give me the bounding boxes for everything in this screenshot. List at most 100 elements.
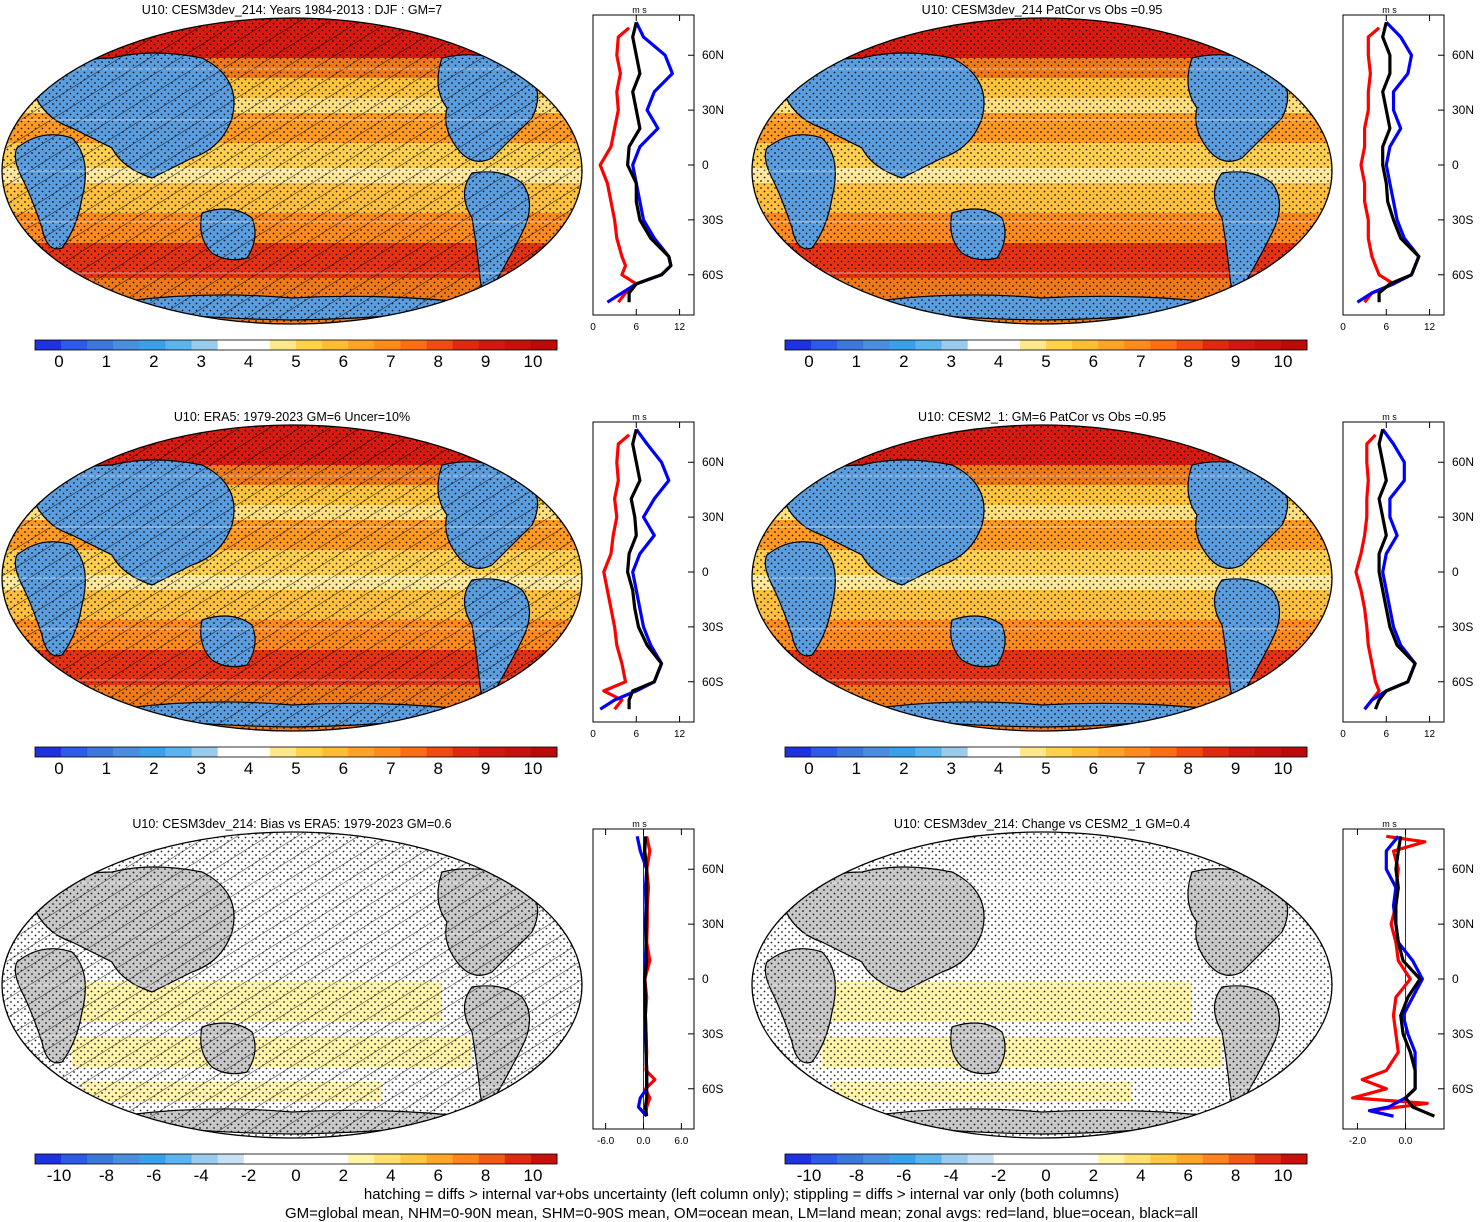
zonal-xtick-label: 0	[1340, 322, 1346, 333]
map-field	[752, 425, 1332, 731]
colorbar-swatch	[452, 1154, 480, 1164]
zonal-ytick-label: 30S	[702, 620, 723, 634]
zonal-ytick-label: 60S	[1452, 268, 1473, 282]
colorbar-swatch	[348, 1154, 375, 1164]
zonal-xtick-label: 6	[634, 729, 640, 740]
colorbar-swatch	[811, 340, 838, 350]
colorbar-swatch	[1019, 747, 1047, 757]
zonal-xtick-label: 0.0	[637, 1136, 651, 1147]
panel-title: U10: CESM3dev_214: Years 1984-2013 : DJF…	[142, 3, 443, 17]
colorbar-tick-label: 5	[291, 759, 300, 778]
zonal-xtick-label: 0	[590, 322, 596, 333]
colorbar-frame	[34, 339, 558, 351]
colorbar-swatch	[478, 747, 506, 757]
map-field	[2, 425, 582, 731]
colorbar-swatch	[1072, 1154, 1099, 1164]
zonal-xtick-label: 0	[590, 729, 596, 740]
colorbar-tick-label: -8	[99, 1166, 114, 1185]
colorbar-swatch	[191, 747, 219, 757]
colorbar-swatch	[426, 1154, 454, 1164]
colorbar-swatch	[941, 1154, 969, 1164]
panel-p2: U10: CESM3dev_214 PatCor vs Obs =0.950 1 2…	[751, 3, 1474, 371]
colorbar-swatch	[863, 340, 890, 350]
zonal-ytick-label: 30N	[702, 917, 724, 931]
colorbar-swatch	[993, 340, 1021, 350]
map-field	[2, 18, 582, 324]
map-field	[2, 832, 582, 1138]
zonal-ytick-label: 30S	[702, 213, 723, 227]
colorbar-tick-label: 4	[386, 1166, 395, 1185]
colorbar-swatch	[993, 1154, 1021, 1164]
colorbar-swatch	[863, 747, 890, 757]
colorbar-swatch	[1280, 340, 1308, 350]
colorbar-swatch	[269, 340, 297, 350]
zonal-xtick-label: -2.0	[1349, 1136, 1367, 1147]
zonal-ytick-label: 30S	[1452, 1027, 1473, 1041]
colorbar-tick-label: 8	[1183, 759, 1192, 778]
colorbar-swatch	[1150, 1154, 1177, 1164]
colorbar-swatch	[452, 340, 480, 350]
colorbar-swatch	[1019, 340, 1047, 350]
panel-title: U10: CESM3dev_214: Change vs CESM2_1 GM=…	[894, 817, 1190, 831]
colorbar-tick-label: -8	[849, 1166, 864, 1185]
colorbar-tick-label: 3	[196, 759, 205, 778]
colorbar-tick-label: 1	[102, 352, 111, 371]
zonal-ytick-label: 60N	[1452, 48, 1474, 62]
panel-title: U10: CESM3dev_214 PatCor vs Obs =0.95	[922, 3, 1163, 17]
colorbar-tick-label: 6	[1089, 352, 1098, 371]
colorbar-tick-label: 3	[196, 352, 205, 371]
zonal-ytick-label: 30S	[1452, 213, 1473, 227]
colorbar-tick-label: 6	[1183, 1166, 1192, 1185]
colorbar-frame	[34, 1153, 558, 1165]
zonal-xtick-label: 12	[674, 729, 686, 740]
colorbar-swatch	[1098, 340, 1125, 350]
colorbar-swatch	[504, 340, 532, 350]
map	[751, 424, 1333, 732]
colorbar-swatch	[243, 1154, 271, 1164]
colorbar-tick-label: 0	[1041, 1166, 1050, 1185]
zonal-series-land	[1359, 26, 1396, 304]
colorbar-tick-label: 2	[339, 1166, 348, 1185]
colorbar-swatch	[1150, 747, 1177, 757]
zonal-xtick-label: 0.0	[1399, 1136, 1413, 1147]
colorbar-swatch	[296, 747, 323, 757]
colorbar-swatch	[1254, 340, 1282, 350]
colorbar-tick-label: 8	[1183, 352, 1192, 371]
colorbar-swatch	[1046, 1154, 1073, 1164]
colorbar-swatch	[87, 340, 114, 350]
colorbar-frame	[784, 1153, 1308, 1165]
zonal-unit-label: m s	[1382, 819, 1397, 829]
colorbar-tick-label: 9	[1231, 352, 1240, 371]
colorbar-swatch	[243, 340, 271, 350]
zonal-xtick-label: 6	[1384, 729, 1390, 740]
colorbar-swatch	[348, 747, 375, 757]
map-outline	[1, 831, 583, 1139]
colorbar-swatch	[374, 747, 401, 757]
zonal-ytick-label: 30S	[1452, 620, 1473, 634]
colorbar-tick-label: 2	[149, 352, 158, 371]
colorbar-swatch	[1202, 747, 1230, 757]
colorbar-tick-label: 9	[1231, 759, 1240, 778]
zonal-ytick-label: 0	[702, 565, 709, 579]
colorbar-swatch	[35, 340, 62, 350]
colorbar-swatch	[504, 1154, 532, 1164]
colorbar-swatch	[837, 1154, 864, 1164]
colorbar-swatch	[1228, 1154, 1256, 1164]
colorbar-swatch	[1124, 1154, 1151, 1164]
colorbar-tick-label: 6	[339, 352, 348, 371]
zonal-unit-label: m s	[632, 5, 647, 15]
colorbar-swatch	[139, 1154, 166, 1164]
zonal-xtick-label: 6	[1384, 322, 1390, 333]
colorbar-tick-label: 1	[102, 759, 111, 778]
colorbar-tick-label: 0	[54, 759, 63, 778]
zonal-ytick-label: 30N	[702, 510, 724, 524]
colorbar-tick-label: 10	[1274, 1166, 1293, 1185]
colorbar-swatch	[426, 747, 454, 757]
colorbar-swatch	[322, 747, 349, 757]
zonal-ytick-label: 0	[1452, 972, 1459, 986]
colorbar-swatch	[452, 747, 480, 757]
zonal-unit-label: m s	[632, 412, 647, 422]
zonal-frame	[1342, 828, 1445, 1130]
colorbar-swatch	[1072, 747, 1099, 757]
